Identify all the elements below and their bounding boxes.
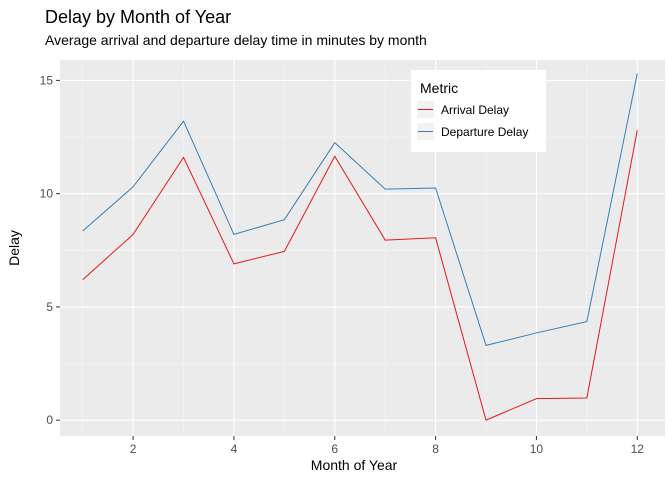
- x-tick-label: 12: [631, 442, 645, 456]
- y-tick-label: 10: [40, 187, 54, 201]
- chart-subtitle: Average arrival and departure delay time…: [45, 32, 427, 48]
- legend: Metric Arrival Delay Departure Delay: [411, 70, 546, 152]
- plot-panel: [60, 60, 665, 436]
- major-grid: [60, 60, 665, 436]
- chart-title: Delay by Month of Year: [45, 7, 231, 27]
- legend-title: Metric: [420, 80, 458, 96]
- legend-label: Departure Delay: [441, 125, 528, 139]
- x-axis-ticks: 2 4 6 8 10 12: [130, 436, 645, 456]
- series-line-arrival-delay: [82, 130, 638, 421]
- x-axis-title: Month of Year: [311, 457, 398, 473]
- series-lines: [82, 73, 638, 421]
- x-tick-label: 4: [231, 442, 238, 456]
- y-tick-label: 15: [40, 73, 54, 87]
- y-axis-title: Delay: [6, 230, 22, 266]
- legend-label: Arrival Delay: [441, 103, 509, 117]
- x-tick-label: 6: [331, 442, 338, 456]
- y-tick-label: 5: [46, 300, 53, 314]
- x-tick-label: 8: [432, 442, 439, 456]
- y-axis-ticks: 0 5 10 15: [40, 73, 60, 427]
- minor-grid: [60, 60, 665, 436]
- x-tick-label: 2: [130, 442, 137, 456]
- y-tick-label: 0: [46, 413, 53, 427]
- x-tick-label: 10: [530, 442, 544, 456]
- series-line-departure-delay: [82, 73, 638, 346]
